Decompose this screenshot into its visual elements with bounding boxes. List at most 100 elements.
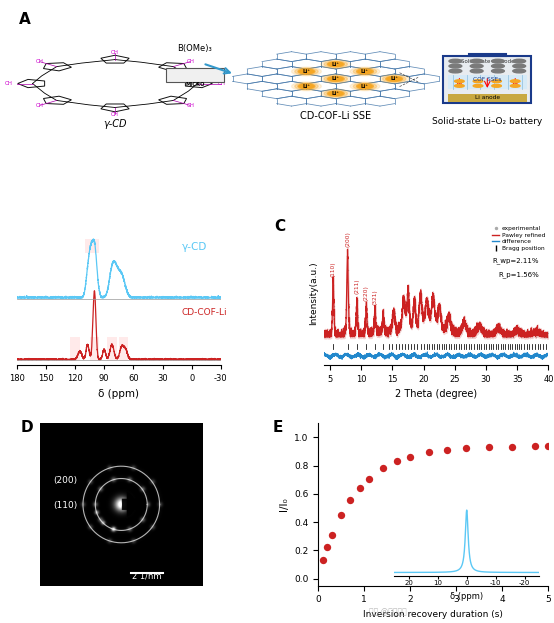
Point [384, 324, 393, 334]
Point [412, 314, 421, 324]
Point [397, 308, 406, 318]
Point [456, 328, 465, 338]
Circle shape [491, 69, 504, 73]
Point [480, 327, 489, 337]
Point [493, 322, 502, 332]
Bar [119, 337, 129, 361]
Point [378, 317, 387, 327]
Point [370, 311, 379, 321]
Point [475, 321, 484, 331]
Point [346, 495, 355, 505]
Point [537, 330, 546, 340]
Point [513, 325, 522, 335]
Point [531, 330, 540, 340]
Point [437, 323, 446, 333]
Point [329, 285, 337, 295]
Point [385, 326, 394, 336]
Point [474, 320, 483, 330]
Point [516, 331, 525, 341]
Point [423, 296, 432, 306]
Point [454, 327, 463, 337]
Bar [85, 239, 99, 253]
Point [485, 327, 494, 337]
Point [521, 327, 530, 337]
Text: B(OMe)₃: B(OMe)₃ [177, 44, 212, 53]
Point [533, 325, 542, 335]
Text: (110): (110) [331, 261, 336, 277]
Point [401, 307, 410, 316]
Point [530, 328, 539, 338]
Text: Solid-state Li–O₂ battery: Solid-state Li–O₂ battery [432, 117, 542, 126]
Circle shape [449, 64, 462, 68]
Point [367, 329, 376, 339]
Circle shape [327, 62, 344, 67]
Point [326, 328, 335, 338]
Point [544, 441, 553, 451]
Point [494, 324, 502, 334]
Point [457, 328, 466, 338]
Point [408, 320, 417, 330]
Point [345, 325, 354, 335]
Point [503, 327, 512, 337]
Point [450, 328, 459, 338]
Point [509, 331, 517, 341]
Text: 知乎 @能源学人: 知乎 @能源学人 [369, 607, 407, 616]
Point [481, 326, 490, 336]
Point [424, 447, 433, 457]
Text: (200): (200) [345, 231, 350, 247]
Circle shape [356, 69, 373, 74]
Point [398, 296, 407, 306]
Point [377, 327, 386, 337]
Text: Li⁺: Li⁺ [302, 84, 310, 89]
Point [336, 331, 345, 341]
Point [493, 325, 501, 335]
Point [445, 314, 454, 324]
Point [434, 303, 443, 313]
Point [409, 300, 418, 310]
Point [336, 331, 345, 341]
Point [531, 331, 540, 341]
Point [461, 323, 470, 333]
Point [471, 324, 480, 334]
Point [415, 300, 424, 310]
Point [542, 331, 551, 341]
Text: OH: OH [36, 59, 44, 64]
Point [490, 327, 499, 337]
Point [429, 299, 438, 309]
Point [441, 323, 450, 333]
Point [469, 324, 478, 334]
Circle shape [470, 64, 483, 68]
Text: (211): (211) [355, 278, 360, 294]
Point [357, 328, 366, 338]
Point [341, 324, 350, 334]
Point [464, 327, 473, 337]
Point [430, 311, 439, 321]
Point [338, 327, 347, 337]
Point [420, 312, 429, 321]
Point [530, 329, 538, 339]
Point [496, 325, 505, 335]
Point [479, 328, 488, 338]
Point [393, 323, 402, 333]
Text: D: D [20, 420, 33, 435]
Point [320, 331, 329, 341]
Point [381, 326, 390, 336]
Circle shape [356, 84, 373, 89]
Text: (110): (110) [53, 501, 78, 510]
Point [541, 330, 550, 340]
Point [511, 325, 520, 335]
Point [324, 330, 332, 340]
Point [361, 321, 370, 331]
Point [437, 317, 445, 327]
Circle shape [513, 59, 526, 63]
Point [346, 327, 355, 337]
Point [388, 313, 397, 323]
Point [338, 331, 347, 341]
Circle shape [291, 67, 321, 76]
X-axis label: Inversion recovery duration (s): Inversion recovery duration (s) [363, 610, 503, 619]
Point [501, 328, 510, 338]
Y-axis label: Intensity(a.u.): Intensity(a.u.) [309, 262, 318, 325]
Point [534, 328, 542, 338]
Point [500, 331, 509, 341]
Point [460, 312, 469, 322]
